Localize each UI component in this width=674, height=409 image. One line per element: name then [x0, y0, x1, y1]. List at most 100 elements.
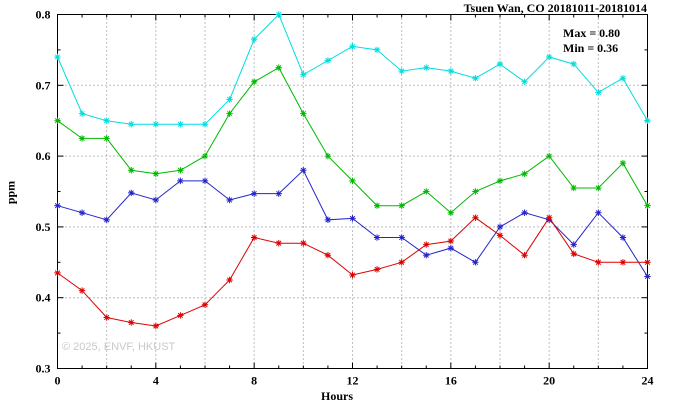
- marker-red: [545, 214, 553, 221]
- marker-cyan: [570, 60, 577, 68]
- marker-blue: [570, 241, 577, 248]
- marker-cyan: [373, 46, 381, 54]
- marker-blue: [595, 209, 602, 216]
- marker-blue: [496, 223, 504, 231]
- marker-green: [373, 202, 381, 209]
- y-tick-label: 0.7: [36, 78, 51, 92]
- marker-green: [226, 110, 233, 117]
- marker-green: [595, 184, 602, 192]
- marker-cyan: [398, 67, 405, 75]
- marker-cyan: [423, 64, 430, 71]
- marker-cyan: [250, 36, 258, 43]
- marker-green: [398, 202, 405, 209]
- marker-red: [177, 312, 184, 319]
- marker-red: [496, 232, 504, 239]
- marker-blue: [201, 177, 209, 185]
- x-tick-label: 12: [347, 374, 359, 388]
- marker-green: [521, 170, 528, 177]
- y-tick-label: 0.8: [36, 8, 51, 22]
- marker-green: [275, 64, 282, 71]
- marker-red: [398, 259, 405, 266]
- marker-blue: [472, 259, 479, 266]
- marker-blue: [300, 167, 307, 174]
- marker-red: [201, 301, 209, 308]
- y-tick-label: 0.5: [36, 220, 51, 234]
- marker-blue: [54, 202, 61, 209]
- marker-blue: [152, 196, 160, 204]
- marker-green: [177, 167, 184, 174]
- marker-green: [324, 152, 332, 160]
- marker-blue: [103, 216, 110, 224]
- marker-green: [349, 177, 356, 185]
- marker-blue: [644, 273, 651, 280]
- marker-blue: [275, 190, 282, 197]
- marker-blue: [349, 215, 356, 222]
- x-tick-label: 24: [642, 374, 654, 388]
- marker-green: [545, 152, 553, 160]
- marker-green: [250, 78, 258, 85]
- marker-red: [226, 276, 233, 284]
- marker-cyan: [545, 53, 553, 61]
- marker-cyan: [447, 67, 455, 75]
- x-tick-label: 20: [543, 374, 555, 388]
- y-tick-label: 0.4: [36, 291, 51, 305]
- marker-blue: [226, 196, 233, 204]
- marker-blue: [373, 234, 381, 241]
- marker-blue: [324, 216, 332, 224]
- marker-green: [54, 117, 61, 124]
- marker-red: [300, 239, 307, 247]
- marker-green: [152, 170, 160, 177]
- marker-red: [324, 252, 332, 259]
- marker-red: [103, 314, 110, 321]
- marker-red: [349, 271, 356, 279]
- y-axis-label: ppm: [3, 180, 18, 205]
- marker-red: [54, 269, 61, 277]
- marker-red: [521, 252, 528, 259]
- marker-cyan: [103, 117, 110, 124]
- marker-red: [423, 241, 430, 248]
- y-tick-label: 0.6: [36, 149, 51, 163]
- marker-red: [128, 319, 135, 326]
- marker-blue: [447, 244, 455, 252]
- x-tick-label: 8: [251, 374, 257, 388]
- x-tick-label: 4: [153, 374, 159, 388]
- marker-red: [472, 214, 479, 221]
- marker-cyan: [644, 117, 651, 124]
- marker-blue: [250, 190, 258, 197]
- marker-cyan: [78, 110, 86, 117]
- marker-red: [250, 234, 258, 241]
- marker-blue: [521, 209, 528, 216]
- marker-green: [472, 188, 479, 195]
- marker-green: [201, 152, 209, 160]
- marker-red: [152, 322, 160, 330]
- x-axis-label: Hours: [320, 389, 353, 403]
- marker-cyan: [54, 53, 61, 61]
- marker-red: [373, 266, 381, 273]
- marker-cyan: [619, 75, 627, 82]
- marker-cyan: [521, 78, 528, 85]
- marker-cyan: [201, 121, 209, 128]
- legend: Max = 0.80 Min = 0.36: [563, 26, 620, 56]
- marker-green: [128, 167, 135, 174]
- marker-blue: [423, 252, 430, 259]
- marker-green: [644, 202, 651, 209]
- marker-blue: [619, 234, 627, 241]
- marker-green: [619, 159, 627, 167]
- chart-title: Tsuen Wan, CO 20181011-20181014: [463, 1, 647, 15]
- marker-blue: [398, 234, 405, 241]
- marker-cyan: [595, 89, 602, 96]
- marker-cyan: [300, 71, 307, 78]
- marker-cyan: [472, 75, 479, 82]
- x-tick-label: 0: [55, 374, 61, 388]
- legend-max: Max = 0.80: [563, 26, 621, 40]
- y-tick-label: 0.3: [36, 362, 51, 376]
- marker-red: [275, 239, 282, 247]
- legend-min: Min = 0.36: [563, 41, 619, 55]
- marker-green: [496, 177, 504, 185]
- marker-cyan: [177, 121, 184, 128]
- x-tick-label: 16: [445, 374, 457, 388]
- marker-cyan: [349, 43, 356, 50]
- marker-green: [423, 188, 430, 195]
